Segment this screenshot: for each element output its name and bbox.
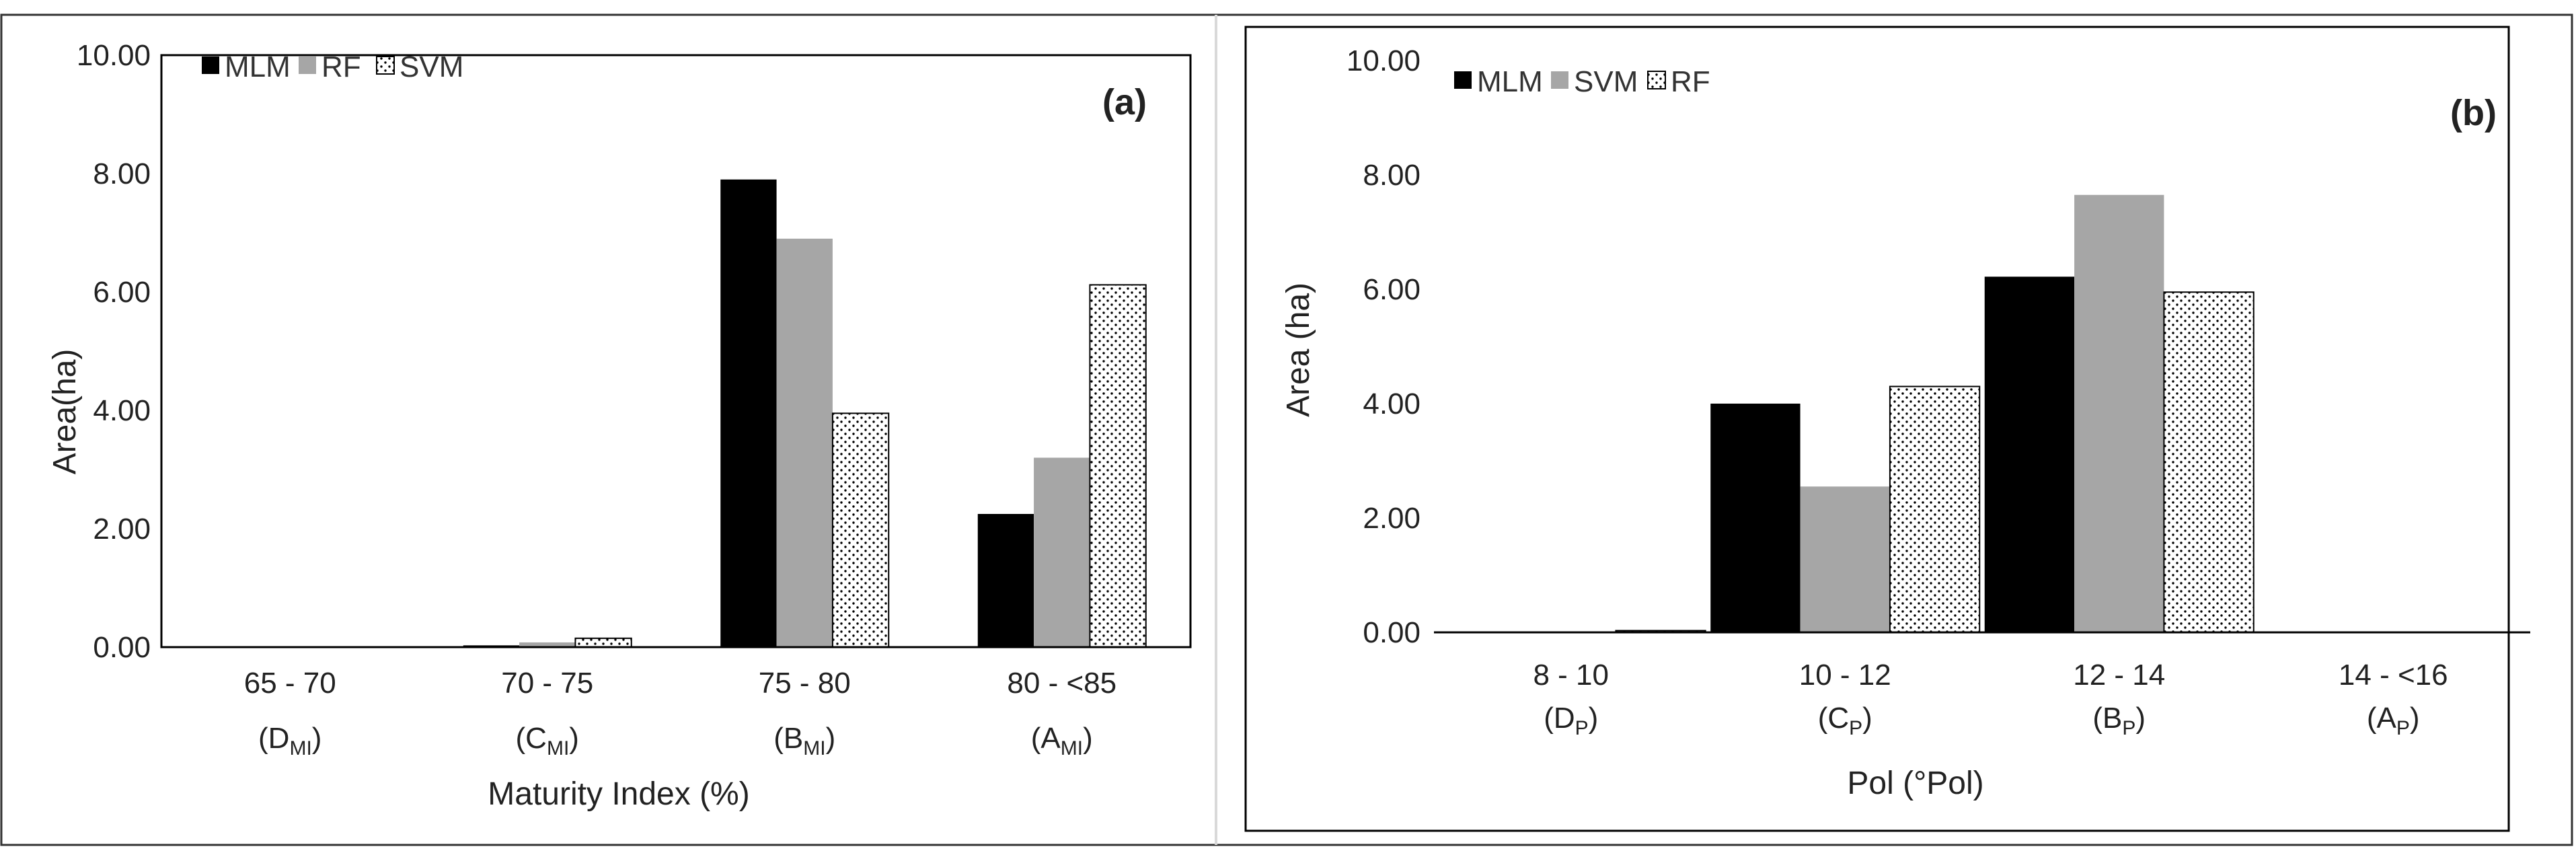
legend-label-mlm: MLM	[1477, 65, 1543, 98]
bar-svm-3	[2074, 194, 2164, 632]
bar-rf-2	[1889, 385, 1981, 633]
y-tick-label: 0.00	[1363, 616, 1420, 649]
y-tick-label: 8.00	[93, 157, 151, 190]
legend-label-mlm: MLM	[225, 50, 291, 83]
legend-swatch-svm	[1551, 71, 1568, 89]
legend-swatch-svm	[376, 56, 395, 75]
category-class-label: (AP)	[2367, 702, 2420, 739]
y-tick-label: 4.00	[93, 394, 151, 427]
bar-mlm-3	[1984, 276, 2075, 632]
y-tick-label: 2.00	[93, 513, 151, 546]
panel-b-chart: 0.00 2.00 4.00 6.00 8.00 10.00 8 - 10 (DP) 10 -…	[1244, 26, 2530, 832]
bar-mlm-4	[977, 514, 1034, 647]
legend-label-rf: RF	[1671, 65, 1710, 98]
legend-swatch-mlm	[202, 57, 219, 74]
legend-swatch-rf	[1647, 71, 1666, 89]
panel-b-y-axis-title: Area (ha)	[1281, 283, 1316, 417]
bar-mlm-2	[1710, 404, 1801, 632]
category-range-label: 75 - 80	[759, 667, 851, 700]
bar-svm-3	[831, 412, 890, 648]
category-range-label: 65 - 70	[244, 667, 336, 700]
category-class-label: (BP)	[2092, 702, 2146, 739]
legend-swatch-rf	[299, 57, 316, 74]
bar-rf-3	[776, 238, 833, 647]
figure-frame	[0, 13, 2573, 846]
panel-b-category-labels: 8 - 10 (DP) 10 - 12 (CP) 12 - 14 (BP) 14 - <16…	[1533, 659, 2448, 739]
panel-a-legend: MLM RF SVM	[202, 50, 463, 83]
category-class-label: (DMI)	[258, 722, 321, 759]
legend-label-svm: SVM	[400, 50, 463, 83]
panel-a-bars	[463, 179, 1147, 648]
bar-svm-2	[1800, 486, 1890, 632]
y-tick-label: 6.00	[1363, 273, 1420, 306]
legend-label-rf: RF	[321, 50, 361, 83]
bar-rf-3	[2163, 291, 2255, 633]
y-tick-label: 0.00	[93, 631, 151, 664]
legend-swatch-mlm	[1454, 71, 1472, 89]
panel-a-y-axis-title: Area(ha)	[47, 349, 83, 475]
category-range-label: 80 - <85	[1007, 667, 1116, 700]
y-tick-label: 10.00	[77, 39, 151, 72]
bar-svm-2	[574, 637, 632, 648]
category-class-label: (AMI)	[1031, 722, 1093, 759]
panel-a-label: (a)	[1102, 82, 1147, 122]
category-range-label: 14 - <16	[2339, 659, 2448, 692]
y-tick-label: 2.00	[1363, 502, 1420, 535]
category-class-label: (CMI)	[516, 722, 579, 759]
category-range-label: 10 - 12	[1799, 659, 1891, 692]
y-tick-label: 6.00	[93, 276, 151, 309]
y-tick-label: 4.00	[1363, 387, 1420, 420]
category-class-label: (BMI)	[773, 722, 835, 759]
panel-b-plot-frame	[1244, 26, 2510, 832]
bar-mlm-3	[720, 179, 777, 647]
category-range-label: 70 - 75	[501, 667, 593, 700]
panel-a-category-labels: 65 - 70 (DMI) 70 - 75 (CMI) 75 - 80 (BMI) 80 -…	[244, 667, 1116, 759]
category-class-label: (CP)	[1818, 702, 1872, 739]
panel-b-y-ticks: 0.00 2.00 4.00 6.00 8.00 10.00	[1347, 44, 1420, 649]
category-range-label: 12 - 14	[2073, 659, 2165, 692]
bar-rf-2	[519, 642, 576, 647]
y-tick-label: 10.00	[1347, 44, 1420, 77]
category-class-label: (DP)	[1544, 702, 1598, 739]
panel-b-bars	[1615, 194, 2255, 634]
bar-svm-4	[1089, 284, 1147, 648]
panel-a-x-axis-title: Maturity Index (%)	[488, 776, 749, 812]
panel-b-legend: MLM SVM RF	[1454, 65, 1710, 98]
panel-b-label: (b)	[2450, 93, 2497, 133]
bar-rf-4	[1034, 457, 1090, 647]
category-range-label: 8 - 10	[1533, 659, 1609, 692]
panel-a-y-ticks: 0.00 2.00 4.00 6.00 8.00 10.00	[77, 39, 151, 664]
panel-a-chart: 0.00 2.00 4.00 6.00 8.00 10.00 65 - 70 (DMI) 70…	[47, 39, 1192, 812]
y-tick-label: 8.00	[1363, 159, 1420, 192]
panel-b-x-axis-title: Pol (°Pol)	[1847, 766, 1983, 801]
legend-label-svm: SVM	[1574, 65, 1638, 98]
